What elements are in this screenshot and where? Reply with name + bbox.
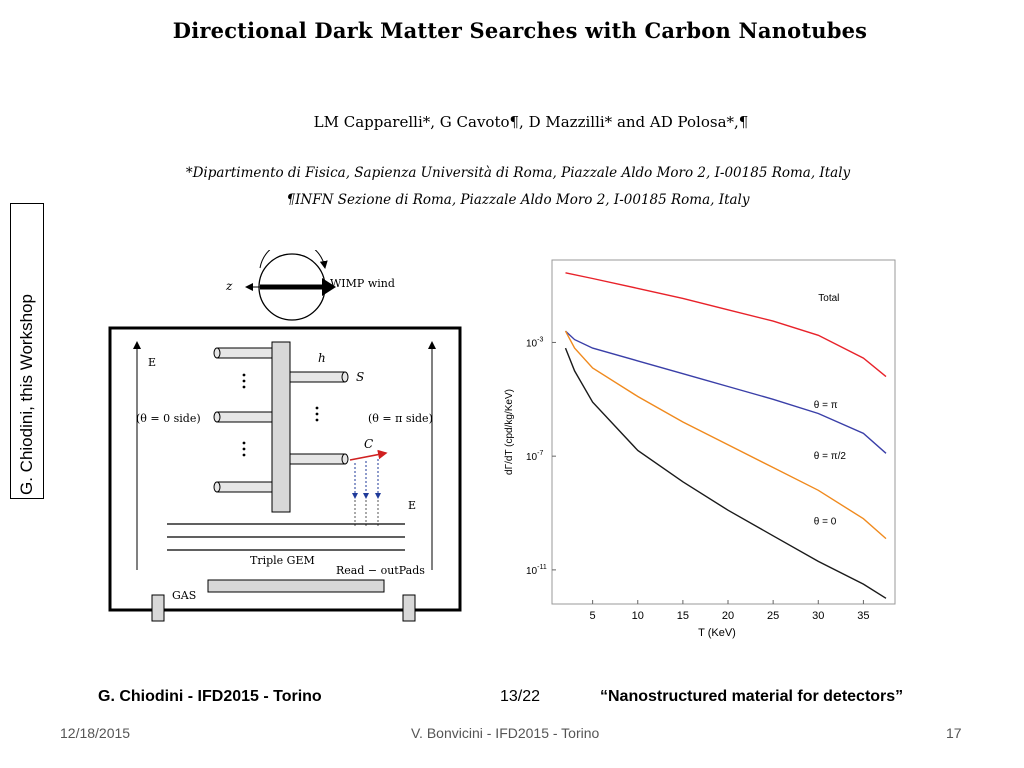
tube-length-label: h [318, 351, 326, 365]
series-line-0 [565, 272, 887, 378]
ticks-group: 5 10 15 20 25 30 35 10-3 10-7 10-11 [526, 336, 870, 622]
wimp-wind-label: WIMP wind [330, 277, 395, 290]
detector-diagram: z WIMP wind E E (θ = 0 side) (θ = π side… [108, 250, 462, 622]
y-axis-label: dΓ/dT (cpd/kg/KeV) [504, 389, 515, 475]
x-tick-label-6: 35 [857, 610, 869, 622]
slide-date: 12/18/2015 [60, 725, 131, 741]
series-label-0: Total [818, 293, 839, 304]
chamber-box [108, 326, 462, 612]
continuation-dots [242, 373, 319, 457]
slide-footer: V. Bonvicini - IFD2015 - Torino [411, 725, 600, 741]
central-support-plate [271, 341, 291, 513]
side-label: G. Chiodini, this Workshop [17, 294, 36, 495]
readout-pads [207, 579, 385, 593]
field-label-bottom: E [408, 499, 416, 512]
x-tick-label-1: 10 [632, 610, 644, 622]
gas-port-left [151, 594, 165, 622]
series-line-3 [564, 347, 887, 599]
gas-label: GAS [172, 589, 196, 602]
series-group: Total θ = π θ = π/2 θ = 0 [564, 272, 887, 599]
carbon-ion-label: C [364, 437, 373, 451]
nanotube-array-right [289, 371, 349, 465]
series-label-3: θ = 0 [814, 516, 837, 527]
y-tick-label-0: 10-3 [526, 336, 543, 349]
x-tick-label-5: 30 [812, 610, 824, 622]
x-tick-label-4: 25 [767, 610, 779, 622]
nanotube-array-left [213, 347, 273, 493]
footer-reference-right: “Nanostructured material for detectors” [600, 688, 904, 705]
theta-zero-side-label: (θ = 0 side) [136, 412, 201, 425]
plot-frame [551, 259, 896, 605]
series-line-2 [564, 330, 887, 540]
drift-electrons [352, 459, 381, 526]
side-label-box [10, 203, 44, 499]
triple-gem-label: Triple GEM [250, 554, 315, 567]
affiliation-1: *Dipartimento di Fisica, Sapienza Univer… [185, 165, 851, 181]
x-axis-label: T (KeV) [698, 627, 736, 639]
z-axis-label: z [225, 279, 233, 293]
x-tick-label-3: 20 [722, 610, 734, 622]
rate-chart: Total θ = π θ = π/2 θ = 0 5 10 15 20 25 30 35 10-3… [504, 259, 896, 639]
gem-planes [167, 523, 405, 551]
series-label-2: θ = π/2 [814, 451, 847, 462]
tube-surface-label: S [356, 370, 364, 384]
y-tick-label-2: 10-11 [526, 564, 547, 577]
paper-title: Directional Dark Matter Searches with Ca… [172, 18, 868, 43]
ion-track [349, 449, 388, 461]
x-tick-label-2: 15 [677, 610, 689, 622]
footer-reference-left: G. Chiodini - IFD2015 - Torino [98, 688, 322, 705]
readout-pads-label: Read − outPads [336, 564, 425, 577]
field-label-left: E [148, 356, 156, 369]
series-label-1: θ = π [814, 400, 838, 411]
author-list: LM Capparelli*, G Cavoto¶, D Mazzilli* a… [313, 113, 749, 131]
theta-pi-side-label: (θ = π side) [368, 412, 433, 425]
affiliation-2: ¶INFN Sezione di Roma, Piazzale Aldo Mor… [286, 192, 750, 208]
x-tick-label-0: 5 [590, 610, 596, 622]
gas-port-right [402, 594, 416, 622]
y-tick-label-1: 10-7 [526, 450, 543, 463]
series-line-1 [565, 330, 887, 454]
slide-number: 17 [946, 725, 962, 741]
footer-page-number: 13/22 [500, 688, 541, 705]
wimp-wind-symbol [245, 250, 336, 321]
